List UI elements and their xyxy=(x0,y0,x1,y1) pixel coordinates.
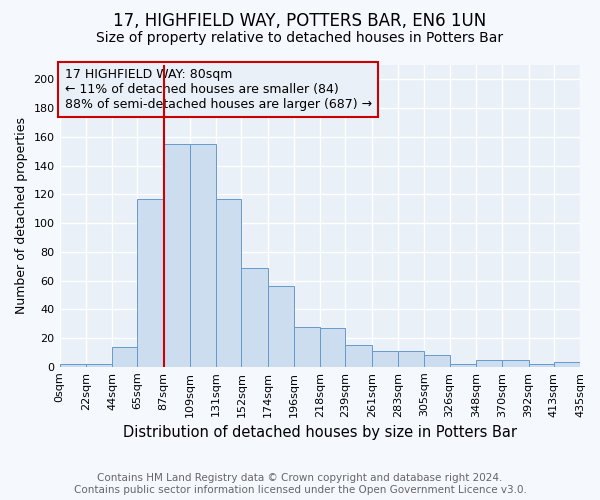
Bar xyxy=(164,144,190,367)
Bar xyxy=(372,351,398,367)
Bar xyxy=(449,364,476,367)
Bar xyxy=(137,198,164,367)
Bar xyxy=(529,364,554,367)
Text: 17 HIGHFIELD WAY: 80sqm
← 11% of detached houses are smaller (84)
88% of semi-de: 17 HIGHFIELD WAY: 80sqm ← 11% of detache… xyxy=(65,68,372,111)
Text: Size of property relative to detached houses in Potters Bar: Size of property relative to detached ho… xyxy=(97,31,503,45)
Bar xyxy=(216,198,241,367)
Bar xyxy=(320,328,346,367)
Bar xyxy=(190,144,216,367)
Text: Contains HM Land Registry data © Crown copyright and database right 2024.
Contai: Contains HM Land Registry data © Crown c… xyxy=(74,474,526,495)
Y-axis label: Number of detached properties: Number of detached properties xyxy=(15,118,28,314)
Bar xyxy=(59,364,86,367)
Bar xyxy=(476,360,502,367)
X-axis label: Distribution of detached houses by size in Potters Bar: Distribution of detached houses by size … xyxy=(123,425,517,440)
Bar xyxy=(398,351,424,367)
Bar xyxy=(268,286,294,367)
Text: 17, HIGHFIELD WAY, POTTERS BAR, EN6 1UN: 17, HIGHFIELD WAY, POTTERS BAR, EN6 1UN xyxy=(113,12,487,30)
Bar xyxy=(86,364,112,367)
Bar xyxy=(424,356,449,367)
Bar xyxy=(502,360,529,367)
Bar xyxy=(294,326,320,367)
Bar xyxy=(554,362,580,367)
Bar xyxy=(241,268,268,367)
Bar xyxy=(112,346,137,367)
Bar xyxy=(346,345,372,367)
